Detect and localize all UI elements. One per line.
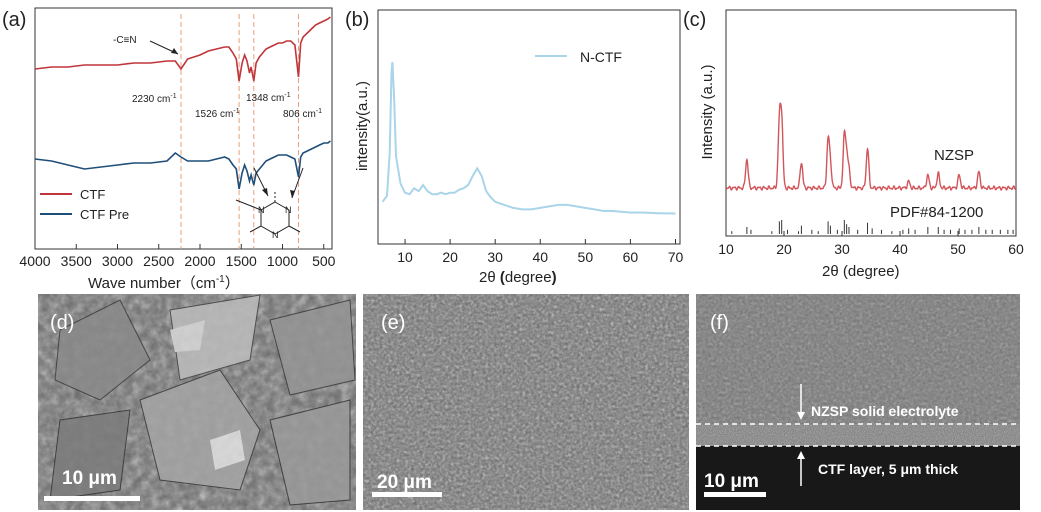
panel-a-label: (a) (2, 9, 26, 31)
tick-label-1500: 1500 (226, 253, 257, 269)
legend-n-ctf: N-CTF (580, 49, 622, 65)
tick-label-40: 40 (532, 249, 548, 265)
annotation-1348: 1348 cm-1 (246, 92, 291, 104)
triazine-structure-icon (235, 167, 304, 235)
tick-label-30: 30 (834, 241, 850, 257)
tick-label-60: 60 (1008, 241, 1024, 257)
triazine-n3: N (272, 230, 279, 240)
triazine-n1: N (258, 205, 265, 215)
annotation-cn: -C≡N (113, 35, 137, 46)
annotation-806: 806 cm-1 (283, 108, 322, 120)
tick-label-500: 500 (312, 253, 336, 269)
tick-label-20: 20 (442, 249, 458, 265)
series-n-ctf-line (381, 61, 676, 215)
legend-pdf: PDF#84-1200 (890, 204, 983, 221)
panel-c-label: (c) (683, 9, 706, 31)
panel-f-annotation-nzsp: NZSP solid electrolyte (811, 403, 959, 419)
series-ctf-pre-line (34, 140, 331, 190)
series-nzsp-line (725, 102, 1017, 191)
panel-c: (c) NZSP PDF#84-1200 10 20 30 40 50 60 Intens… (683, 9, 1024, 280)
tick-label-30: 30 (487, 249, 503, 265)
panel-c-frame (725, 9, 1017, 237)
legend-ctf-pre: CTF Pre (80, 207, 129, 222)
panel-f-annotation-ctf: CTF layer, 5 μm thick (818, 461, 958, 477)
panel-d-particles (49, 294, 356, 506)
panel-f-top-texture (696, 294, 1020, 424)
panel-e-scale-label: 20 μm (377, 472, 432, 493)
tick-label-3000: 3000 (102, 253, 133, 269)
tick-label-2000: 2000 (184, 253, 215, 269)
tick-label-50: 50 (578, 249, 594, 265)
panel-a-frame (34, 7, 333, 250)
panel-c-x-ticks: 10 20 30 40 50 60 (718, 231, 1024, 257)
panel-a: (a) 4000 3500 3000 2500 2000 1500 1000 500 -C≡N… (2, 7, 336, 292)
tick-label-10: 10 (718, 241, 734, 257)
tick-label-70: 70 (668, 249, 684, 265)
panel-b: (b) N-CTF 10 20 30 40 50 60 70 intensity(a.u.)… (345, 9, 683, 286)
triazine-arrowhead-right (290, 190, 295, 198)
panel-f-sem-image: (f) NZSP solid electrolyte CTF layer, 5 … (696, 294, 1020, 510)
panel-b-ylabel: intensity(a.u.) (354, 81, 371, 171)
panel-a-x-ticks: 4000 3500 3000 2500 2000 1500 1000 500 (19, 244, 336, 269)
panel-d-sem-image: (d) 10 μm (38, 294, 356, 510)
panel-b-x-ticks: 10 20 30 40 50 60 70 (397, 239, 683, 265)
panel-c-ylabel: Intensity (a.u.) (699, 64, 716, 159)
tick-label-20: 20 (776, 241, 792, 257)
triazine-n2: N (285, 205, 292, 215)
panel-f-arrowhead-bottom (797, 451, 805, 459)
legend-nzsp: NZSP (934, 147, 974, 164)
panel-d-scale-bar (44, 496, 140, 501)
panel-b-label: (b) (345, 9, 369, 31)
tick-label-1000: 1000 (267, 253, 298, 269)
series-pdf-sticks (731, 220, 1014, 234)
annotation-2230: 2230 cm-1 (132, 93, 177, 105)
panel-f-scale-bar (704, 492, 766, 497)
panel-e-label: (e) (381, 312, 405, 334)
tick-label-3500: 3500 (61, 253, 92, 269)
panel-d-label: (d) (50, 312, 74, 334)
triazine-arrowhead-left (262, 188, 268, 196)
tick-label-4000: 4000 (19, 253, 50, 269)
panel-f-label: (f) (710, 312, 729, 334)
panel-f-arrowhead-top (797, 412, 805, 420)
panel-d-scale-label: 10 μm (62, 468, 117, 489)
panel-e-sem-image: (e) 20 μm (363, 294, 689, 510)
legend-ctf: CTF (80, 187, 105, 202)
tick-label-40: 40 (892, 241, 908, 257)
panel-a-guides (180, 14, 300, 249)
tick-label-2500: 2500 (143, 253, 174, 269)
panel-e-scale-bar (372, 492, 442, 497)
panel-a-xlabel: Wave number（cm-1） (88, 274, 240, 292)
tick-label-50: 50 (950, 241, 966, 257)
series-ctf-line (34, 16, 331, 82)
annotation-cn-arrowhead (171, 48, 178, 54)
panel-f-ctf-layer (696, 424, 1020, 446)
panel-c-xlabel: 2θ (degree) (822, 263, 900, 280)
panel-f-scale-label: 10 μm (704, 471, 759, 492)
panel-b-frame (377, 9, 681, 245)
panel-e-texture (363, 294, 689, 510)
tick-label-10: 10 (397, 249, 413, 265)
panel-b-xlabel: 2θ (degree) (479, 269, 557, 286)
panel-f-substrate (696, 446, 1020, 510)
annotation-1526: 1526 cm-1 (195, 108, 240, 120)
tick-label-60: 60 (623, 249, 639, 265)
